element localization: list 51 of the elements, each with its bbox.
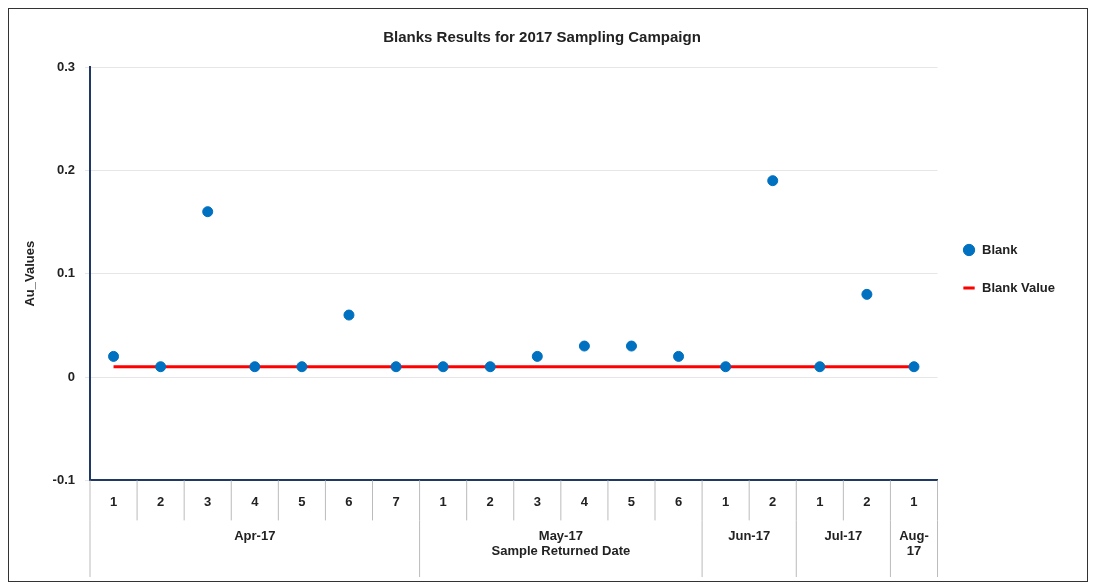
y-tick-label: -0.1 — [52, 471, 75, 487]
x-axis-title: Sample Returned Date — [491, 543, 631, 559]
point — [625, 340, 637, 352]
point — [390, 361, 402, 373]
point — [578, 340, 590, 352]
point — [814, 361, 826, 373]
x-tick-label: 5 — [298, 493, 306, 509]
legend-label: Blank — [982, 241, 1019, 257]
point — [202, 206, 214, 218]
point — [249, 361, 261, 373]
y-tick-label: 0 — [67, 368, 75, 384]
x-tick-label: 1 — [109, 493, 118, 509]
point — [343, 309, 355, 321]
y-tick-label: 0.1 — [56, 265, 75, 281]
x-tick-label: 1 — [439, 493, 447, 509]
chart-title: Blanks Results for 2017 Sampling Campaign — [383, 28, 701, 46]
point — [908, 361, 920, 373]
point — [673, 350, 685, 362]
text: May-17 — [538, 528, 583, 544]
x-tick-label: 1 — [816, 493, 824, 509]
point — [767, 175, 779, 187]
x-tick-label: 5 — [627, 493, 636, 509]
x-tick-label: 1 — [910, 493, 918, 509]
x-tick-label: 2 — [863, 493, 871, 509]
y-axis-title: Au_Values — [22, 240, 38, 307]
text: Aug-17 — [899, 528, 929, 559]
point — [531, 350, 543, 362]
x-tick-label: 3 — [204, 493, 212, 509]
point — [861, 288, 873, 300]
text: Jun-17 — [728, 528, 771, 544]
point — [437, 361, 449, 373]
x-tick-label: 3 — [533, 493, 541, 509]
x-tick-label: 6 — [674, 493, 683, 509]
x-tick-label: 2 — [769, 493, 777, 509]
point — [484, 361, 496, 373]
x-tick-label: 1 — [722, 493, 730, 509]
y-tick-label: 0.3 — [56, 58, 75, 74]
point — [108, 350, 120, 362]
x-tick-label: 2 — [157, 493, 165, 509]
x-tick-label: 4 — [580, 493, 589, 509]
x-tick-label: 4 — [251, 493, 260, 509]
y-tick-label: 0.2 — [56, 161, 75, 177]
point — [720, 361, 732, 373]
legend-label: Blank Value — [982, 279, 1056, 295]
text: Apr-17 — [234, 528, 276, 544]
x-tick-label: 2 — [486, 493, 494, 509]
text: Jul-17 — [824, 528, 863, 544]
x-tick-label: 7 — [392, 493, 400, 509]
x-tick-label: 6 — [345, 493, 353, 509]
point — [296, 361, 308, 373]
point — [155, 361, 167, 373]
